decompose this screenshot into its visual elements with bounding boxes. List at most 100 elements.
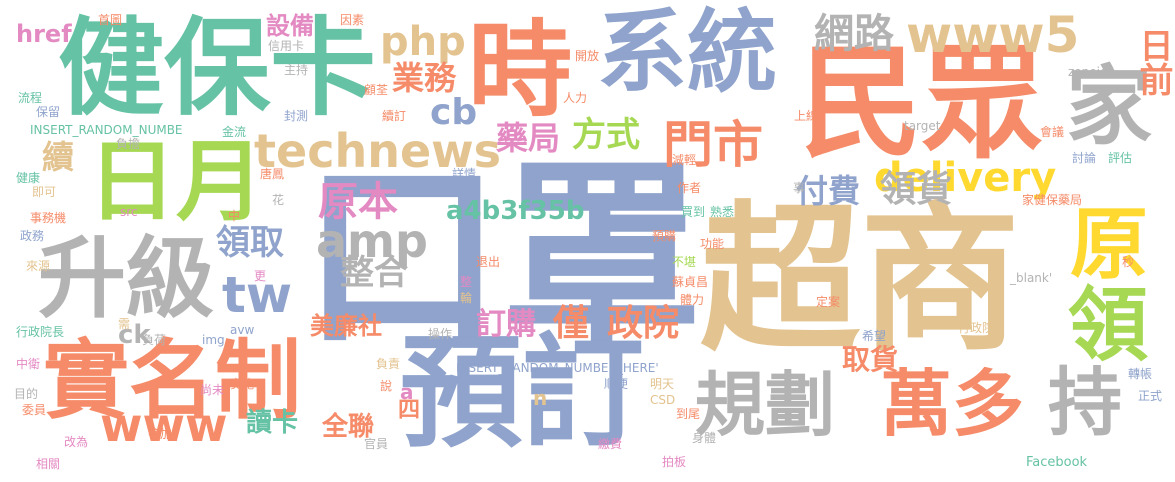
word-small: 首圖: [98, 13, 123, 27]
word-small: 正式: [1138, 389, 1163, 403]
word-small: 信用卡: [268, 39, 305, 53]
word-small: 家健保藥局: [1022, 193, 1083, 207]
word-small: 作者: [677, 181, 702, 195]
word-shi: 時: [468, 9, 573, 131]
word-small: 即可: [32, 185, 57, 199]
word-small: 改為: [64, 435, 89, 449]
word-ck: ck: [118, 320, 151, 350]
word-href: href: [16, 20, 72, 48]
word-xitong: 系統: [597, 0, 777, 105]
word-riyue: 日月: [88, 130, 265, 233]
word-small: 來源: [26, 259, 51, 273]
word-small: 負責: [376, 357, 401, 371]
word-small: 拍板: [662, 455, 687, 469]
word-riqian: 日前: [1133, 28, 1173, 96]
word-small: Facebook: [1026, 455, 1088, 470]
word-yaoju: 藥局: [496, 119, 561, 157]
word-small: 行政院: [958, 321, 995, 335]
word-small: 希望: [862, 329, 887, 343]
word-small: 相關: [36, 457, 61, 471]
word-amp: amp: [316, 214, 428, 268]
word-tw: tw: [222, 266, 293, 324]
word-small: 主持: [284, 63, 309, 77]
word-small: 保留: [36, 105, 61, 119]
word-small: 尚未: [200, 383, 225, 397]
word-small: 功能: [700, 237, 725, 251]
word-small: 委員: [22, 403, 47, 417]
word-small: 身體: [692, 431, 717, 445]
word-jianbaoka: 健保卡: [58, 7, 376, 130]
word-small: 需: [118, 317, 131, 331]
word-www5: www5: [906, 6, 1080, 64]
word-small: 事: [793, 181, 806, 195]
word-lingqu: 領取: [216, 223, 284, 263]
word-a: a: [400, 380, 414, 404]
word-www: www: [100, 398, 228, 452]
word-zhenghe: 整合: [340, 253, 408, 293]
word-ling: 領: [1068, 279, 1148, 372]
word-small: 評估: [1108, 151, 1133, 165]
word-small: 繳費: [598, 437, 623, 451]
word-small: 順便: [604, 377, 629, 391]
word-fufei: 付費: [796, 172, 861, 210]
word-a4b3f35b: a4b3f35b: [446, 196, 585, 226]
word-small: 秒: [1122, 255, 1135, 269]
word-php: php: [380, 19, 466, 65]
word-chaoshang: 超商: [700, 186, 1021, 373]
word-small: INSERT_RANDOM_NUMBER_HERE': [456, 361, 659, 375]
word-small: 詳情: [452, 167, 477, 181]
word-small: 更: [254, 269, 267, 283]
word-minzhong: 民眾: [800, 32, 1044, 174]
word-small: 買到: [681, 205, 706, 219]
word-meilianshe: 美廉社: [310, 312, 382, 340]
word-small: 會議: [1040, 125, 1065, 139]
word-small: zoneid: [1068, 65, 1108, 79]
word-small: 顧荃: [364, 83, 389, 97]
word-small: 續訂: [382, 109, 407, 123]
word-wanglu: 網路: [814, 11, 894, 57]
word-quanlian: 全聯: [322, 412, 375, 442]
word-yuanben: 原本: [318, 179, 398, 225]
word-small: 負擔: [116, 137, 141, 151]
word-shimingzhi: 實名制: [43, 331, 301, 431]
word-quhuo: 取貨: [842, 343, 899, 376]
word-small: 因素: [340, 13, 365, 27]
word-small: _blank': [1010, 271, 1053, 285]
word-small: 熟悉: [710, 205, 735, 219]
word-small: 預購: [652, 229, 677, 243]
word-shengji: 升級: [38, 227, 215, 330]
word-si: 四: [398, 398, 421, 423]
word-small: 金流: [222, 125, 247, 139]
word-small: 退出: [476, 255, 501, 269]
word-small: 減輕: [672, 153, 697, 167]
word-small: 討論: [1072, 151, 1097, 165]
word-small: 健康: [16, 171, 41, 185]
word-duka: 讀卡: [246, 408, 299, 438]
word-small: 上線: [794, 109, 819, 123]
word-small: 中衛: [16, 357, 41, 371]
word-small: 蘇貞昌: [672, 275, 709, 289]
word-small: 官員: [364, 437, 389, 451]
word-small: 負荷: [142, 333, 167, 347]
word-delivery: delivery: [874, 155, 1057, 201]
word-small: img: [202, 333, 225, 347]
word-zhengyuan: 政院: [607, 303, 680, 344]
word-small: 明天: [650, 377, 675, 391]
word-small: 整: [460, 275, 473, 289]
word-small: 事務機: [30, 211, 67, 225]
word-small: INSERT_RANDOM_NUMBE: [30, 123, 183, 137]
word-n: n: [533, 386, 548, 410]
word-small: target: [904, 119, 941, 133]
word-small: 目的: [14, 387, 39, 401]
word-jin: 僅: [553, 303, 590, 344]
word-yuan: 原: [1070, 200, 1149, 290]
word-shebei: 設備: [266, 12, 314, 40]
word-wanduo: 萬多: [880, 362, 1025, 446]
word-small: src: [120, 205, 138, 219]
word-small: 開放: [575, 49, 600, 63]
word-small: 體力: [680, 293, 705, 307]
word-small: 操作: [428, 327, 453, 341]
word-small: 行政院長: [16, 325, 65, 339]
word-kouzhao: 口罩: [302, 141, 703, 374]
